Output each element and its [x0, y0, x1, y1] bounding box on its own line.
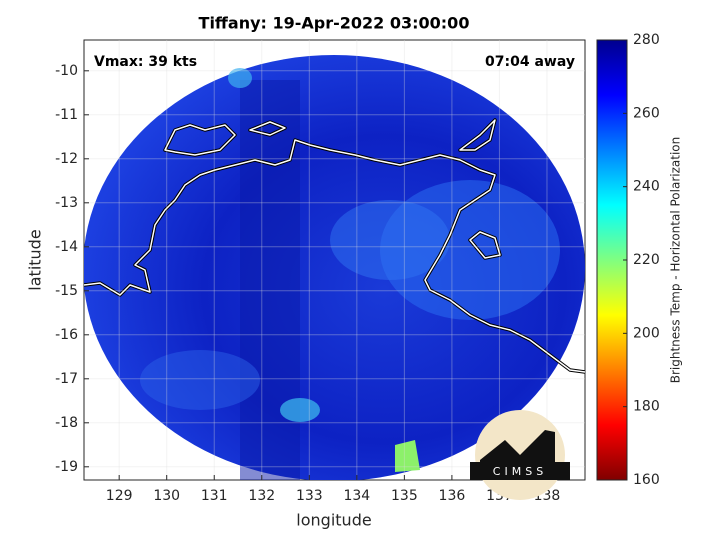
- y-tick-label: -13: [55, 195, 78, 211]
- colorbar-tick-label: 260: [633, 105, 660, 121]
- y-tick-label: -14: [55, 239, 78, 255]
- logo: CIMSS: [470, 410, 570, 500]
- annotation: Vmax: 39 kts: [94, 54, 197, 70]
- colorbar-tick-label: 160: [633, 472, 660, 488]
- axes: 129 130 131 132 133 134 135 136 137 138-10-11-12-…: [55, 63, 560, 504]
- y-tick-label: -11: [55, 107, 78, 123]
- warm-spot: [280, 398, 320, 422]
- x-tick-label: 131: [201, 488, 228, 504]
- y-tick-label: -18: [55, 415, 78, 431]
- colorbar-tick-label: 240: [633, 179, 660, 195]
- colorbar-label: Brightness Temp - Horizontal Polarizatio…: [669, 137, 683, 384]
- y-axis-label: latitude: [26, 229, 45, 290]
- warm-spot: [395, 440, 420, 472]
- y-tick-label: -15: [55, 283, 78, 299]
- colorbar-tick-label: 180: [633, 399, 660, 415]
- x-tick-label: 135: [391, 488, 418, 504]
- warm-region: [330, 200, 450, 280]
- y-tick-label: -12: [55, 151, 78, 167]
- coastline: [84, 118, 585, 374]
- x-tick-label: 134: [343, 488, 370, 504]
- y-tick-label: -19: [55, 459, 78, 475]
- y-tick-label: -16: [55, 327, 78, 343]
- colorbar-tick-label: 280: [633, 32, 660, 48]
- logo-bar: [470, 462, 570, 480]
- x-axis-label: longitude: [296, 511, 371, 530]
- colorbar-tick-label: 220: [633, 252, 660, 268]
- colorbar: [596, 39, 628, 481]
- warm-spot: [228, 68, 252, 88]
- x-tick-label: 132: [248, 488, 275, 504]
- x-tick-label: 136: [439, 488, 466, 504]
- annotation: 07:04 away: [485, 54, 575, 70]
- grid: [84, 40, 585, 480]
- chart-title: Tiffany: 19-Apr-2022 03:00:00: [199, 14, 470, 33]
- colorbar-tick-label: 200: [633, 325, 660, 341]
- warm-region: [140, 350, 260, 410]
- x-tick-label: 130: [153, 488, 180, 504]
- logo-shape: [480, 430, 555, 465]
- y-tick-label: -17: [55, 371, 78, 387]
- x-tick-label: 133: [296, 488, 323, 504]
- x-tick-label: 129: [106, 488, 133, 504]
- logo-text: CIMSS: [493, 465, 547, 478]
- data-image: [84, 55, 585, 480]
- y-tick-label: -10: [55, 63, 78, 79]
